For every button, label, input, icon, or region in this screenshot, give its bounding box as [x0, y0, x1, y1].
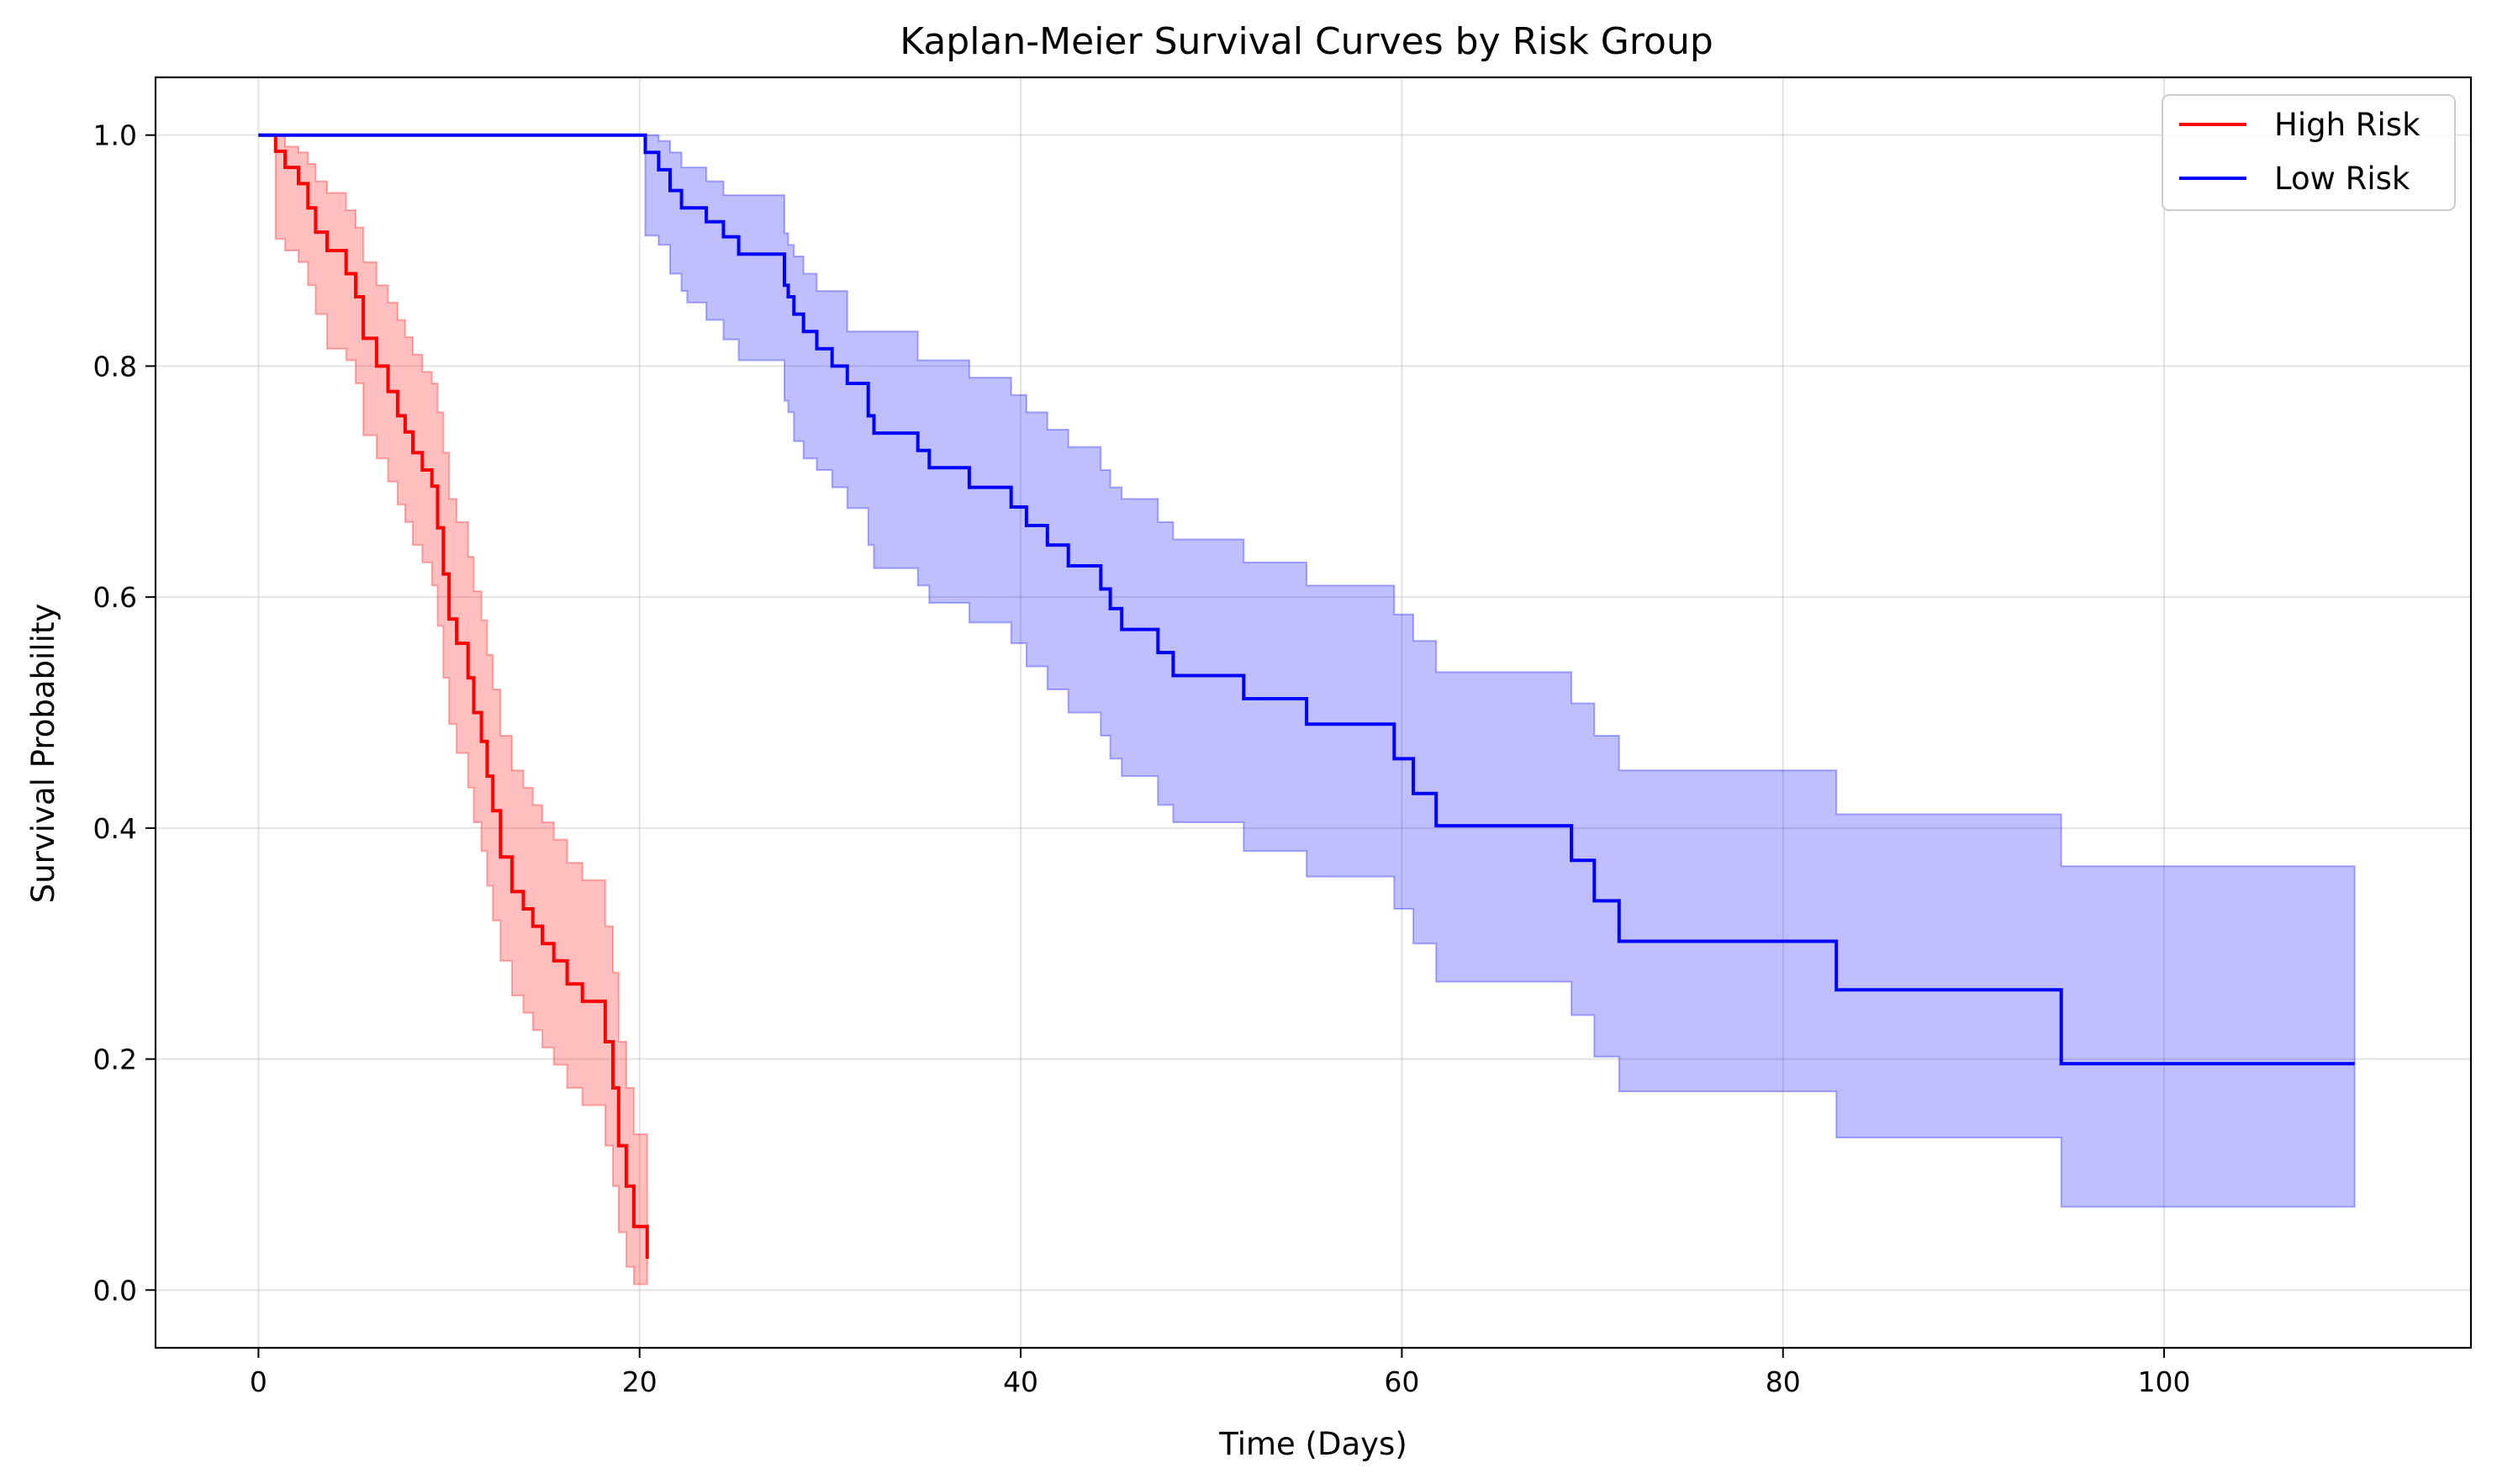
confidence-band-high-risk: [258, 134, 648, 1286]
confidence-band-low-risk: [258, 134, 2356, 1208]
x-tick-label-0: 0: [250, 1365, 267, 1398]
legend: High Risk Low Risk: [2162, 94, 2456, 211]
y-tick-label-1: 0.2: [93, 1043, 137, 1076]
legend-label-high-risk: High Risk: [2274, 107, 2420, 143]
legend-label-low-risk: Low Risk: [2274, 161, 2410, 197]
survival-line-high-risk: [258, 133, 649, 1260]
x-axis-ticks: 0 20 40 60 80 100: [250, 1348, 2191, 1398]
chart-title: Kaplan-Meier Survival Curves by Risk Gro…: [900, 20, 1713, 63]
survival-line-low-risk: [258, 133, 2355, 1066]
x-tick-label-5: 100: [2138, 1365, 2191, 1398]
x-tick-label-1: 20: [622, 1365, 657, 1398]
x-axis-title: Time (Days): [1218, 1426, 1407, 1462]
plot-frame: [154, 76, 2473, 1349]
y-tick-label-3: 0.6: [93, 581, 137, 614]
y-axis-title: Survival Probability: [25, 604, 61, 904]
x-tick-label-3: 60: [1384, 1365, 1419, 1398]
y-tick-label-2: 0.4: [93, 812, 137, 845]
x-tick-label-4: 80: [1766, 1365, 1801, 1398]
y-tick-label-0: 0.0: [93, 1274, 137, 1307]
confidence-bands: [258, 134, 2356, 1286]
y-axis-ticks: 0.0 0.2 0.4 0.6 0.8 1.0: [93, 119, 156, 1307]
grid-lines: [156, 77, 2471, 1348]
survival-curves: [258, 133, 2355, 1260]
y-tick-label-4: 0.8: [93, 350, 137, 383]
y-tick-label-5: 1.0: [93, 119, 137, 152]
x-tick-label-2: 40: [1003, 1365, 1038, 1398]
